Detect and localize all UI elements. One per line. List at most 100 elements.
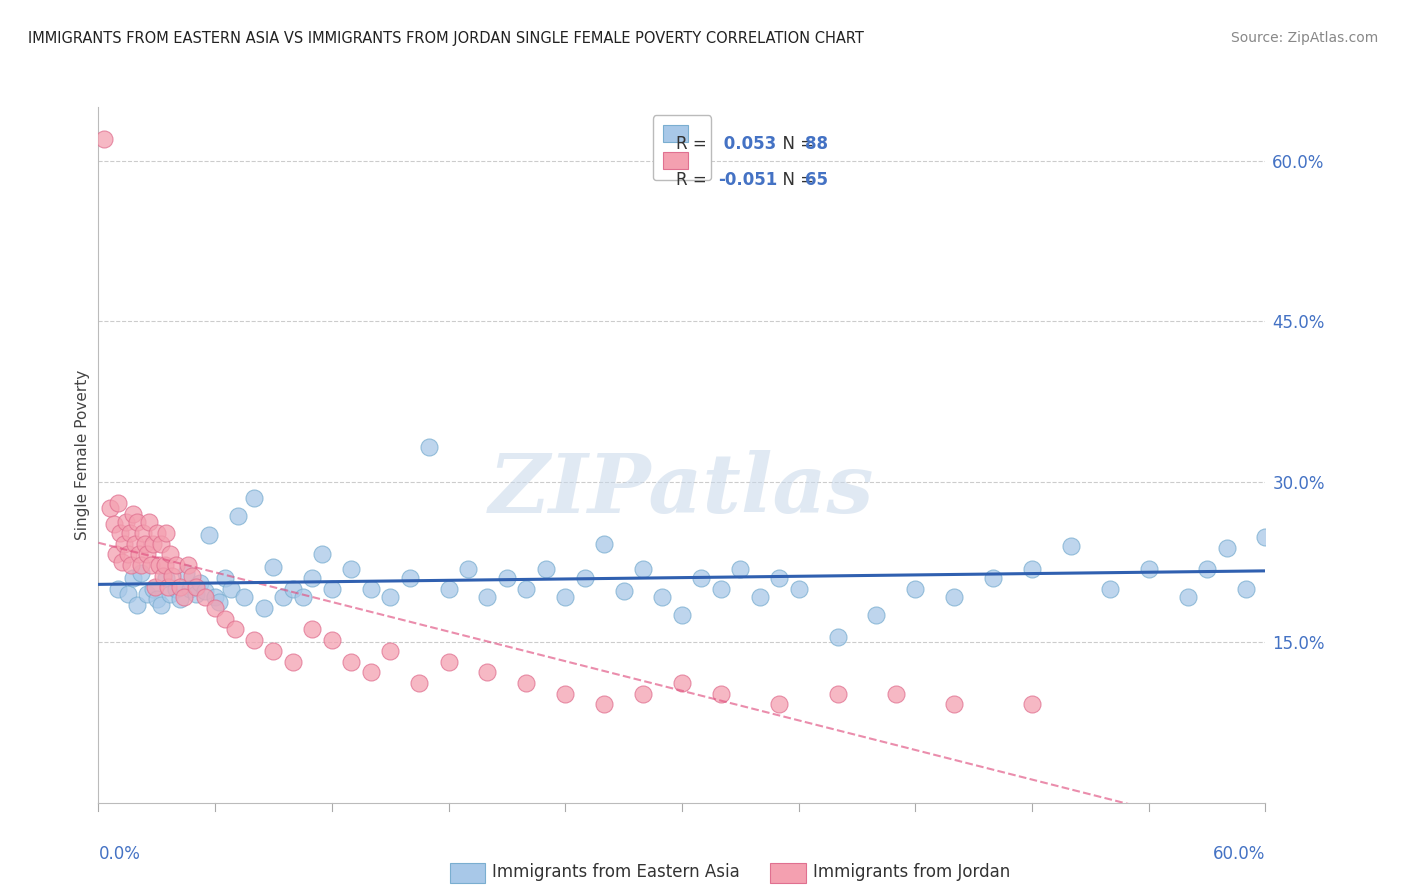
Point (104, 548, 127, 562)
Point (157, 580, 180, 594)
Point (380, 644, 402, 658)
Point (631, 562, 654, 576)
Point (748, 591, 770, 605)
Text: Immigrants from Jordan: Immigrants from Jordan (813, 863, 1010, 881)
Point (149, 598, 172, 612)
Point (730, 562, 752, 576)
Point (142, 582, 165, 596)
Point (129, 558, 152, 573)
Point (233, 591, 256, 605)
Point (243, 491, 266, 505)
Text: 65: 65 (806, 170, 828, 188)
Text: 88: 88 (806, 135, 828, 153)
Point (1254, 530, 1277, 544)
Point (118, 526, 141, 541)
Point (134, 537, 156, 551)
Point (271, 591, 294, 605)
Point (1391, 530, 1406, 544)
Text: 0.053: 0.053 (718, 135, 776, 153)
Point (418, 441, 440, 455)
Point (162, 569, 184, 583)
Point (1351, 551, 1374, 566)
Point (180, 569, 202, 583)
Point (204, 601, 226, 615)
Point (827, 630, 849, 644)
Point (214, 612, 236, 626)
Text: Source: ZipAtlas.com: Source: ZipAtlas.com (1230, 31, 1378, 45)
Point (613, 583, 636, 598)
Point (671, 608, 693, 623)
Point (398, 571, 420, 585)
Point (690, 571, 713, 585)
Point (155, 571, 177, 585)
Point (301, 623, 323, 637)
Point (768, 698, 790, 712)
Point (1294, 562, 1316, 576)
Point (340, 562, 363, 576)
Point (108, 526, 131, 541)
Point (228, 508, 250, 523)
Point (177, 558, 200, 573)
Point (153, 558, 176, 573)
Point (496, 571, 519, 585)
Point (457, 562, 479, 576)
Point (139, 558, 162, 573)
Point (129, 566, 152, 580)
Point (515, 676, 537, 690)
Point (321, 633, 343, 648)
Point (136, 587, 159, 601)
Point (827, 687, 849, 701)
Point (132, 526, 155, 541)
Point (98, 501, 121, 516)
Point (904, 582, 927, 596)
Text: 60.0%: 60.0% (1213, 845, 1265, 863)
Point (865, 608, 887, 623)
Point (360, 665, 382, 680)
Point (515, 582, 537, 596)
Point (103, 517, 125, 532)
Text: Immigrants from Eastern Asia: Immigrants from Eastern Asia (492, 863, 740, 881)
Point (148, 558, 170, 573)
Point (710, 582, 733, 596)
Point (165, 558, 187, 573)
Point (408, 676, 430, 690)
Point (281, 582, 304, 596)
Point (574, 571, 596, 585)
Point (262, 560, 284, 574)
Point (169, 580, 191, 594)
Point (768, 571, 790, 585)
Point (107, 496, 129, 510)
Point (1215, 541, 1237, 555)
Point (1021, 698, 1043, 712)
Text: ZIPatlas: ZIPatlas (489, 450, 875, 530)
Point (1234, 582, 1257, 596)
Text: 0.0%: 0.0% (98, 845, 141, 863)
Point (122, 571, 145, 585)
Point (437, 655, 460, 669)
Point (165, 582, 187, 596)
Point (787, 582, 810, 596)
Point (174, 566, 197, 580)
Point (114, 516, 136, 530)
Point (981, 571, 1004, 585)
Point (1060, 539, 1083, 553)
Point (214, 571, 236, 585)
Point (1371, 562, 1393, 576)
Point (651, 591, 673, 605)
Point (142, 537, 165, 551)
Point (146, 592, 169, 607)
Point (943, 698, 966, 712)
Point (124, 537, 146, 551)
Point (360, 582, 382, 596)
Point (291, 591, 314, 605)
Text: R =: R = (676, 170, 711, 188)
Point (194, 583, 217, 598)
Point (1098, 582, 1121, 596)
Point (127, 598, 149, 612)
Point (138, 516, 160, 530)
Point (204, 591, 226, 605)
Point (224, 623, 246, 637)
Legend: , : , (652, 115, 711, 180)
Point (149, 537, 172, 551)
Point (143, 580, 166, 594)
